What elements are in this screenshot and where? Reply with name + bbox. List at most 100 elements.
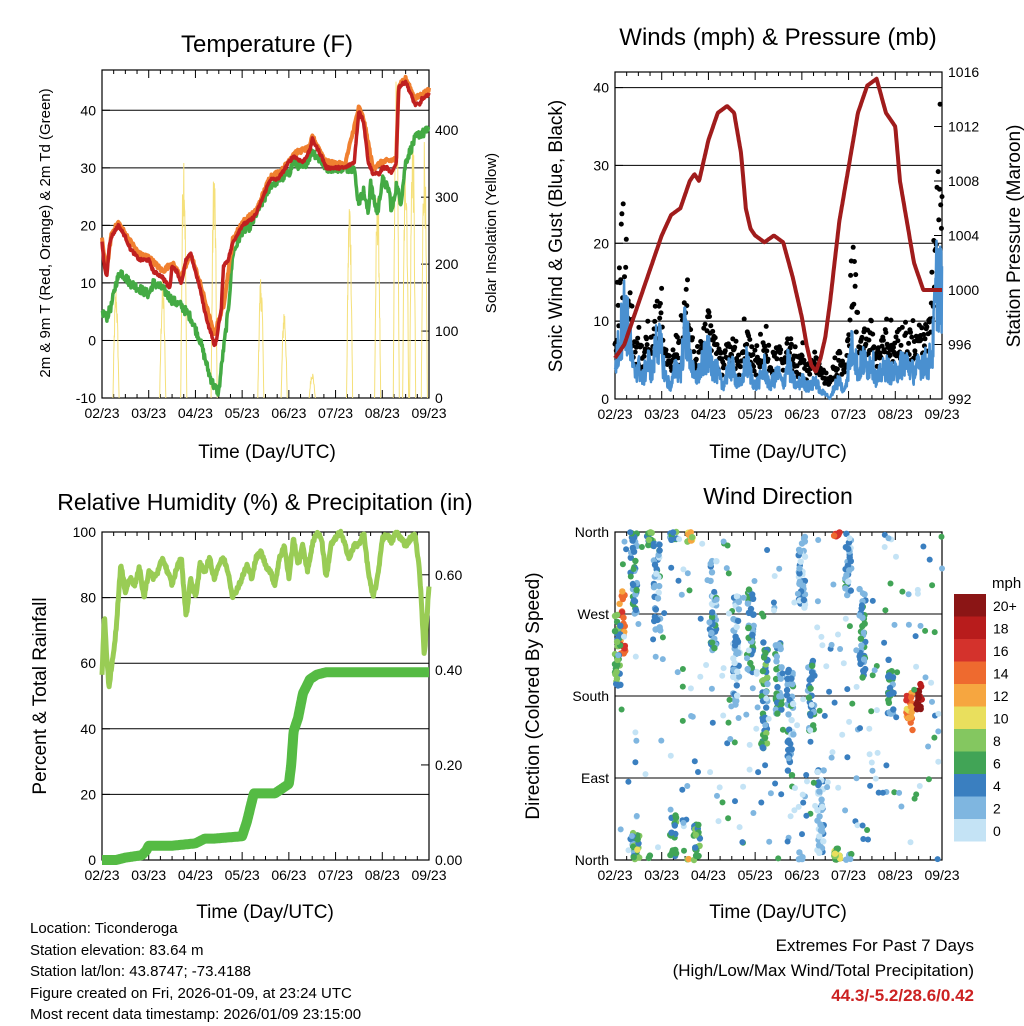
wind-y2tick-label: 1004 [948,228,979,244]
direction-point [760,639,767,646]
direction-point [929,582,936,589]
direction-point [762,762,769,769]
direction-point [632,759,639,766]
direction-point [708,569,716,576]
direction-point [632,653,639,660]
direction-point [784,668,792,676]
direction-point [779,726,786,733]
direction-point [749,591,756,598]
gust-point [898,342,904,348]
direction-point [709,639,716,646]
direction-point [890,706,897,713]
direction-point [613,638,621,645]
direction-point [887,580,894,587]
direction-point [803,772,810,778]
direction-point [659,634,666,641]
gust-point [868,318,874,324]
direction-point [638,544,645,550]
direction-point [790,731,797,738]
direction-point [784,767,792,774]
direction-point [908,694,915,701]
direction-point [744,655,750,662]
temp-ytick-label: 20 [80,217,96,233]
gust-point [750,352,756,358]
direction-point [835,784,842,791]
insolation-peak [409,137,417,399]
direction-point [800,696,807,703]
direction-point [618,706,625,713]
direction-point [915,694,922,701]
gust-point [903,330,909,336]
direction-point [846,718,853,725]
gust-point [931,238,937,243]
direction-point [791,599,798,606]
direction-point [779,670,786,677]
direction-point [810,779,817,786]
direction-point [771,573,778,579]
gust-point [652,303,658,309]
direction-point [787,813,794,820]
direction-point [749,631,756,639]
gust-point [633,344,639,350]
gust-point [871,344,877,350]
insolation-peak [257,279,265,399]
direction-point [652,606,660,613]
direction-point [614,682,622,689]
direction-point [833,845,840,852]
gust-point [676,338,682,344]
gust-point [938,225,944,231]
direction-point [818,633,825,640]
direction-point [759,667,767,675]
direction-point [857,635,865,642]
direction-point [920,543,927,550]
dir-xtick-label: 02/23 [597,867,632,883]
colorbar-swatch [954,729,986,752]
gust-point [799,353,805,359]
direction-point [744,600,752,607]
direction-point [656,624,663,631]
direction-point [720,665,727,672]
direction-point [732,798,738,805]
direction-point [807,738,814,745]
direction-point [681,847,687,854]
direction-point [830,581,837,588]
insolation-peak [402,163,410,399]
direction-point [762,722,769,729]
temp-2m-line [100,79,431,348]
direction-point [632,557,639,565]
direction-point [859,590,866,597]
direction-point [652,653,659,660]
gust-point [732,344,738,350]
direction-point [647,529,654,536]
gust-point [629,303,635,309]
direction-point [689,534,696,541]
wind-ytick-label: 40 [593,80,609,96]
direction-point [808,676,815,683]
direction-point [881,544,888,550]
direction-point [733,636,741,644]
direction-point [815,842,823,849]
extremes-values: 44.3/-5.2/28.6/0.42 [831,986,974,1005]
direction-point [885,691,893,698]
colorbar-label: 8 [993,733,1001,749]
direction-point [788,772,796,779]
direction-point [797,548,804,555]
wind-pressure-title: Winds (mph) & Pressure (mb) [619,24,936,51]
direction-point [773,658,780,665]
direction-point [913,663,920,670]
wind-xtick-label: 03/23 [644,406,679,422]
gust-point [939,194,945,200]
direction-point [746,741,753,748]
gust-point [632,349,638,355]
direction-point [740,783,747,790]
direction-point [805,694,813,701]
gust-point [683,286,689,292]
direction-point [612,671,619,678]
direction-point [762,688,770,696]
direction-point [871,667,878,674]
direction-point [842,615,849,622]
direction-point [630,854,637,861]
direction-point [766,838,773,845]
direction-point [739,839,746,846]
rh-ytick-label: 20 [80,786,96,802]
